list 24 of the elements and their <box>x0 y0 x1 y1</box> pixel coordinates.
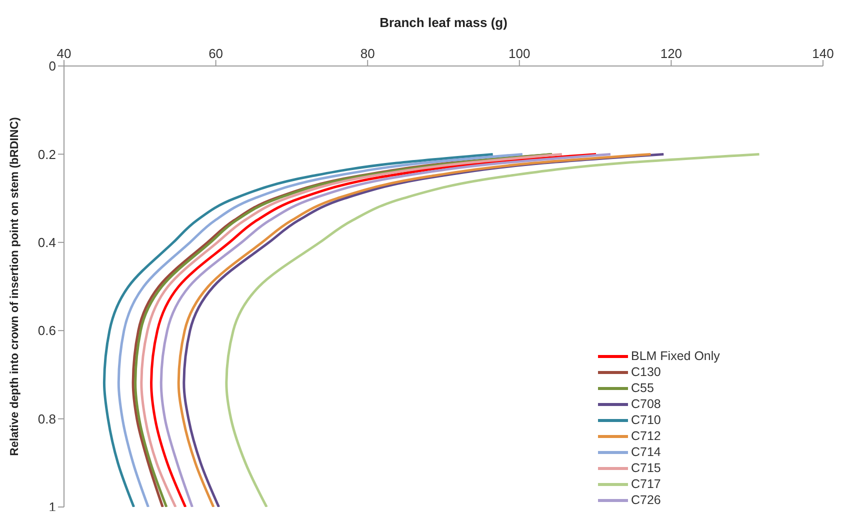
legend-label: C130 <box>631 364 661 380</box>
y-tick-label: 0.8 <box>38 411 56 426</box>
y-axis-title: Relative depth into crown of insertion point on stem (bRDINC) <box>9 117 22 456</box>
y-tick-label: 0.6 <box>38 323 56 338</box>
legend-label: C715 <box>631 460 661 476</box>
x-tick-label: 40 <box>56 46 72 61</box>
legend-label: C726 <box>631 492 661 508</box>
x-tick-label: 120 <box>660 46 682 61</box>
legend-label: BLM Fixed Only <box>631 348 720 364</box>
y-tick-label: 0.4 <box>38 235 56 250</box>
legend-label: C714 <box>631 444 661 460</box>
legend-label: C710 <box>631 412 661 428</box>
line-series <box>225 152 760 507</box>
legend-label: C717 <box>631 476 661 492</box>
x-tick-label: 140 <box>812 46 834 61</box>
x-axis-title: Branch leaf mass (g) <box>380 15 508 30</box>
legend-label: C712 <box>631 428 661 444</box>
legend-label: C708 <box>631 396 661 412</box>
x-tick-label: 60 <box>208 46 224 61</box>
legend-label: C55 <box>631 380 654 396</box>
y-tick-label: 0.2 <box>38 146 56 162</box>
x-tick-label: 80 <box>360 46 375 61</box>
y-tick-label: 0 <box>48 58 56 74</box>
x-tick-label: 100 <box>508 46 530 61</box>
